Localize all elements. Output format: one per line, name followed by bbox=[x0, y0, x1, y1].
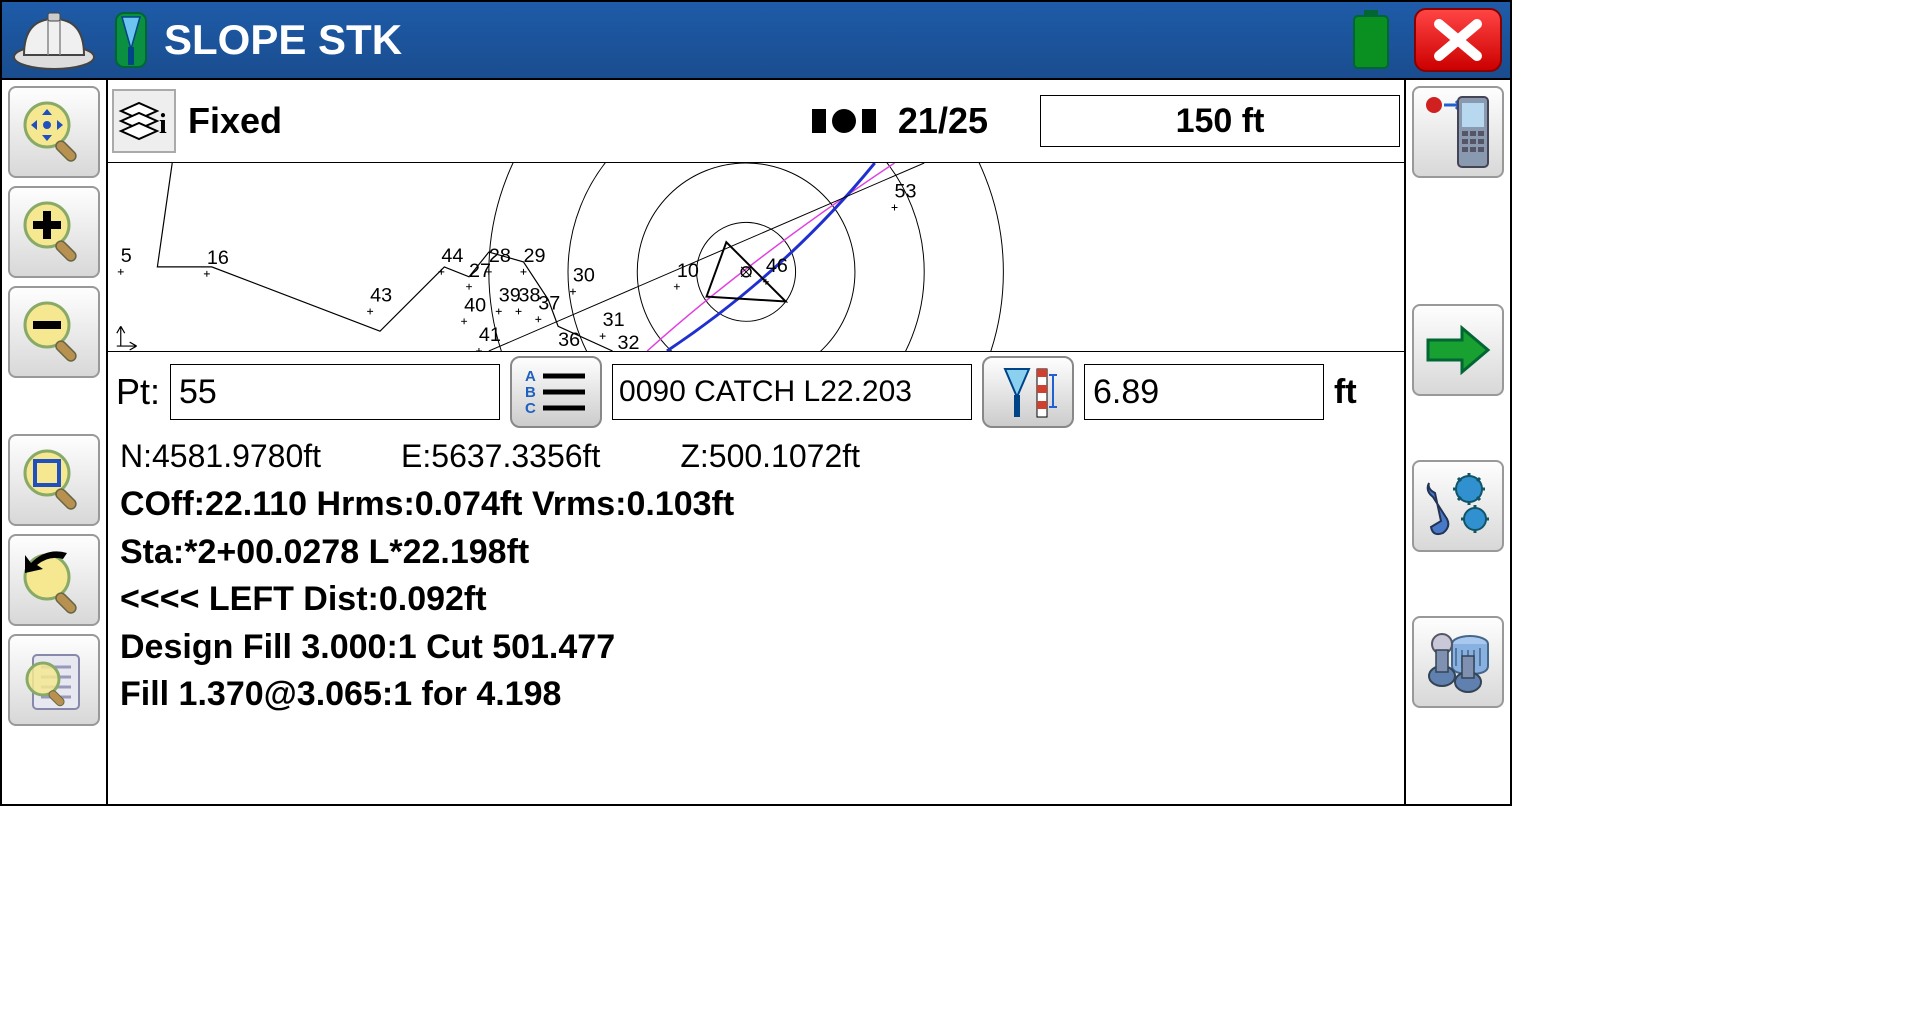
zoom-out-button[interactable] bbox=[8, 286, 100, 378]
view-options-button[interactable] bbox=[1412, 616, 1504, 708]
svg-text:30: 30 bbox=[573, 265, 595, 287]
svg-text:43: 43 bbox=[370, 285, 392, 307]
battery-icon bbox=[1352, 10, 1390, 70]
svg-text:37: 37 bbox=[538, 292, 560, 314]
coordinates-row: N:4581.9780ft E:5637.3356ft Z:500.1072ft bbox=[108, 432, 1404, 481]
right-toolbar bbox=[1406, 80, 1510, 804]
rod-icon bbox=[993, 363, 1063, 421]
svg-text:A: A bbox=[525, 368, 536, 385]
magnify-extents-icon bbox=[19, 445, 89, 515]
rod-height-button[interactable] bbox=[982, 356, 1074, 428]
magnify-back-icon bbox=[19, 545, 89, 615]
magnify-pan-icon bbox=[19, 97, 89, 167]
info-design: Design Fill 3.000:1 Cut 501.477 bbox=[120, 624, 1392, 672]
magnify-minus-icon bbox=[19, 297, 89, 367]
info-station: Sta:*2+00.0278 L*22.198ft bbox=[120, 529, 1392, 577]
binoculars-cylinder-icon bbox=[1420, 626, 1496, 698]
svg-text:10: 10 bbox=[677, 260, 699, 282]
wrench-gears-icon bbox=[1421, 469, 1495, 543]
height-unit: ft bbox=[1334, 373, 1357, 412]
main-area: i Fixed 21/25 150 ft 5 16 43 44 2728 40 293938… bbox=[2, 80, 1510, 804]
point-input[interactable] bbox=[170, 364, 500, 420]
svg-text:39: 39 bbox=[499, 285, 521, 307]
svg-text:31: 31 bbox=[603, 309, 625, 331]
height-input[interactable] bbox=[1084, 364, 1324, 420]
map-view[interactable]: 5 16 43 44 2728 40 29393837 41 30 31 36 32 10 46 53 bbox=[108, 162, 1404, 352]
next-button[interactable] bbox=[1412, 304, 1504, 396]
page-title: SLOPE STK bbox=[164, 16, 1340, 64]
satellite-status: 21/25 bbox=[810, 100, 1028, 142]
device-button[interactable] bbox=[1412, 86, 1504, 178]
input-row: Pt: A B C bbox=[108, 352, 1404, 432]
satellite-icon bbox=[810, 105, 890, 137]
zoom-in-button[interactable] bbox=[8, 186, 100, 278]
data-collector-icon bbox=[1422, 93, 1494, 171]
svg-text:16: 16 bbox=[207, 247, 229, 269]
close-x-icon bbox=[1433, 18, 1483, 62]
svg-text:38: 38 bbox=[519, 285, 541, 307]
stakeout-info: COff:22.110 Hrms:0.074ft Vrms:0.103ft St… bbox=[108, 481, 1404, 719]
svg-text:5: 5 bbox=[121, 245, 132, 267]
svg-text:44: 44 bbox=[441, 245, 463, 267]
status-bar: i Fixed 21/25 150 ft bbox=[108, 80, 1404, 162]
settings-button[interactable] bbox=[1412, 460, 1504, 552]
svg-text:46: 46 bbox=[766, 255, 788, 277]
code-list-button[interactable]: A B C bbox=[510, 356, 602, 428]
title-bar: SLOPE STK bbox=[2, 2, 1510, 80]
svg-text:B: B bbox=[525, 384, 536, 401]
easting-value: E:5637.3356ft bbox=[401, 438, 600, 475]
northing-value: N:4581.9780ft bbox=[120, 438, 321, 475]
point-label: Pt: bbox=[116, 371, 160, 413]
map-canvas: 5 16 43 44 2728 40 29393837 41 30 31 36 32 10 46 53 bbox=[108, 163, 1404, 351]
info-fill: Fill 1.370@3.065:1 for 4.198 bbox=[120, 671, 1392, 719]
svg-text:C: C bbox=[525, 400, 536, 417]
zoom-previous-button[interactable] bbox=[8, 534, 100, 626]
svg-text:28: 28 bbox=[489, 245, 511, 267]
layers-info-icon: i bbox=[117, 97, 171, 145]
abc-list-icon: A B C bbox=[521, 365, 591, 419]
magnify-plus-icon bbox=[19, 197, 89, 267]
hardhat-icon[interactable] bbox=[10, 7, 98, 73]
left-toolbar bbox=[2, 80, 106, 804]
svg-text:27: 27 bbox=[469, 260, 491, 282]
description-input[interactable] bbox=[612, 364, 972, 420]
scale-display[interactable]: 150 ft bbox=[1040, 95, 1400, 147]
content-panel: i Fixed 21/25 150 ft 5 16 43 44 2728 40 293938… bbox=[106, 80, 1406, 804]
zoom-list-button[interactable] bbox=[8, 634, 100, 726]
svg-text:i: i bbox=[159, 109, 167, 140]
info-offset-rms: COff:22.110 Hrms:0.074ft Vrms:0.103ft bbox=[120, 481, 1392, 529]
svg-text:40: 40 bbox=[464, 294, 486, 316]
elevation-value: Z:500.1072ft bbox=[680, 438, 860, 475]
svg-text:41: 41 bbox=[479, 324, 501, 346]
zoom-extents-button[interactable] bbox=[8, 434, 100, 526]
svg-text:53: 53 bbox=[895, 181, 917, 203]
gps-antenna-icon[interactable] bbox=[110, 9, 152, 71]
zoom-pan-button[interactable] bbox=[8, 86, 100, 178]
info-direction: <<<< LEFT Dist:0.092ft bbox=[120, 576, 1392, 624]
fix-status: Fixed bbox=[188, 100, 282, 142]
svg-text:36: 36 bbox=[558, 329, 580, 351]
magnify-list-icon bbox=[19, 645, 89, 715]
layers-button[interactable]: i bbox=[112, 89, 176, 153]
svg-text:29: 29 bbox=[523, 245, 545, 267]
svg-text:32: 32 bbox=[617, 332, 639, 351]
arrow-right-icon bbox=[1422, 322, 1494, 378]
close-button[interactable] bbox=[1414, 8, 1502, 72]
sat-count: 21/25 bbox=[898, 100, 988, 142]
